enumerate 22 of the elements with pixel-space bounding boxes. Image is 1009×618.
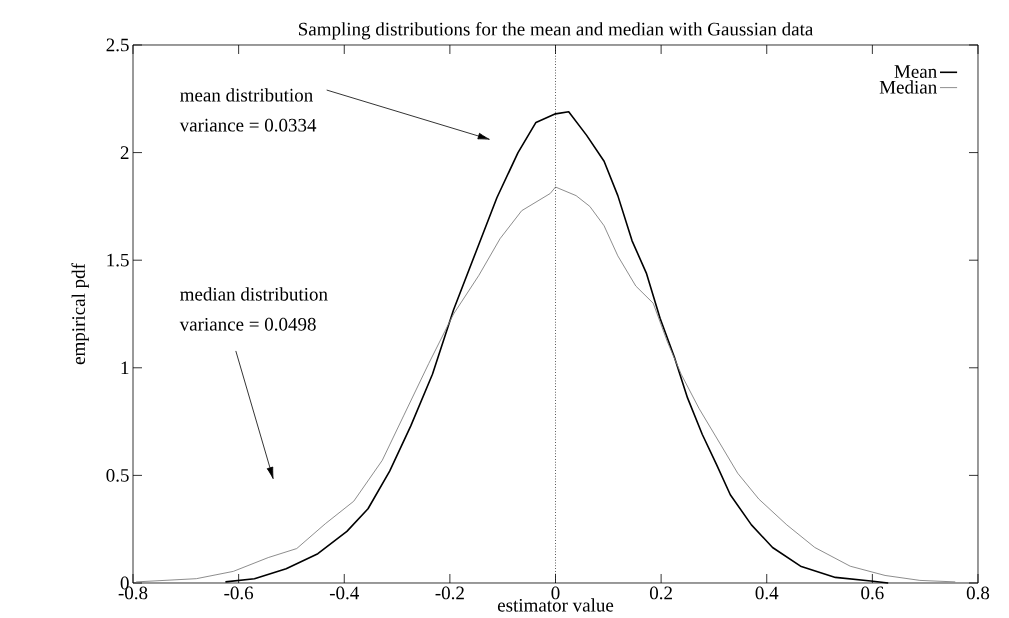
legend-label: Median [879,80,937,94]
x-tick-label: 0 [551,586,560,600]
annotation: median distribution [180,287,328,301]
x-tick-label: 0.2 [649,586,672,600]
y-tick-label: 0.5 [106,468,129,482]
y-tick-label: 2.5 [106,38,129,52]
x-tick-label: 0.6 [861,586,884,600]
x-tick-label: 0.8 [966,586,990,600]
annotation: variance = 0.0334 [179,118,317,132]
x-tick-label: -0.4 [329,586,359,600]
x-tick-label: 0.4 [755,586,779,600]
y-tick-label: 2 [120,146,129,159]
annotation: variance = 0.0498 [179,317,316,331]
chart-title: Sampling distributions for the mean and median with Gaussian data [299,21,814,40]
y-axis-title: empirical pdf [71,263,89,365]
legend-label: Mean [894,65,937,78]
x-axis-title: estimator value [497,598,614,612]
y-tick-label: 1.5 [107,253,129,267]
y-tick-label: 1 [121,361,129,375]
x-tick-label: -0.2 [435,586,464,600]
x-tick-label: -0.6 [224,586,254,600]
annotation: mean distribution [180,88,313,102]
